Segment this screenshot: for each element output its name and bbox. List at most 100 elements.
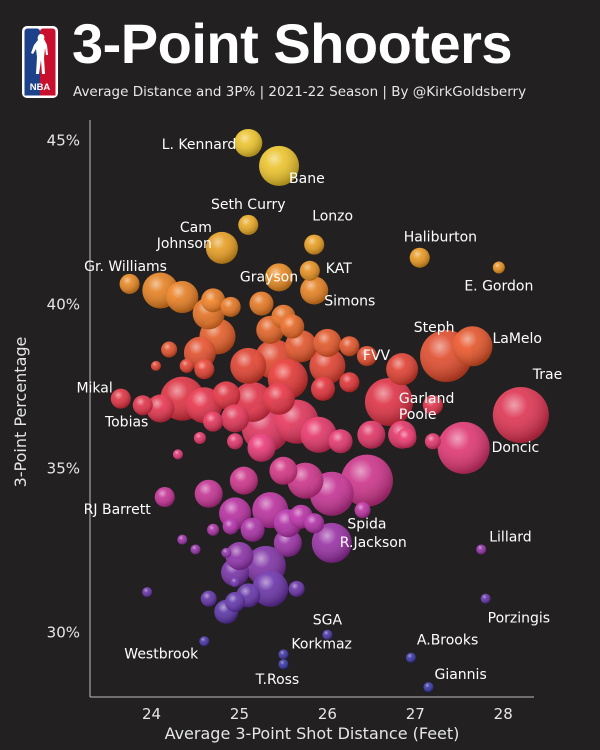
point-label: RJ Barrett (84, 502, 152, 518)
data-point (177, 534, 188, 545)
data-point (220, 296, 241, 317)
data-point-labeled (238, 214, 259, 235)
data-point-labeled (409, 247, 430, 268)
data-point (252, 570, 289, 607)
data-point-labeled (386, 353, 419, 386)
data-point (269, 456, 298, 485)
data-point (150, 360, 161, 371)
data-point (227, 433, 244, 450)
point-label: Tobias (104, 415, 148, 431)
point-label: Cam Johnson (156, 220, 212, 252)
data-point (304, 513, 325, 534)
data-point-labeled (259, 145, 300, 186)
data-point-labeled (278, 659, 289, 670)
data-point (132, 395, 153, 416)
chart-axes: 24 25 26 27 28 30% 35% 40% 45% Average 3-Point Sh… (11, 120, 534, 743)
point-label: L. Kennard (162, 137, 237, 153)
data-point (313, 328, 342, 357)
data-point (212, 381, 241, 410)
data-point (222, 518, 239, 535)
data-point-labeled (480, 593, 491, 604)
point-label: Garland Poole (399, 391, 454, 423)
point-label: Giannis (434, 667, 486, 683)
data-point (273, 528, 302, 557)
y-tick-label: 40% (47, 296, 80, 314)
data-point (221, 547, 232, 558)
point-label: SGA (313, 613, 343, 629)
data-point-labeled (476, 544, 487, 555)
data-point (201, 288, 226, 313)
data-point-labeled (304, 234, 325, 255)
data-point (229, 466, 258, 495)
data-point (356, 346, 377, 367)
data-point-labeled (423, 682, 434, 693)
y-axis-label: 3-Point Percentage (11, 337, 30, 488)
data-point (263, 382, 296, 415)
point-label: R.Jackson (340, 535, 407, 551)
point-label: Lillard (489, 529, 531, 545)
x-axis-label: Average 3-Point Shot Distance (Feet) (165, 724, 460, 743)
data-point (357, 420, 386, 449)
point-label: KAT (326, 261, 352, 277)
data-point (194, 359, 215, 380)
data-point-labeled (234, 128, 263, 157)
point-label: Lonzo (312, 209, 353, 225)
point-label: Steph (414, 320, 455, 336)
point-label: Bane (289, 171, 325, 187)
y-tick-label: 45% (47, 132, 80, 150)
x-tick-label: 25 (230, 705, 249, 723)
page-subtitle: Average Distance and 3P% | 2021-22 Seaso… (73, 84, 527, 100)
data-point (193, 432, 206, 445)
data-point-labeled (110, 388, 131, 409)
point-label: Korkmaz (291, 636, 351, 652)
point-label: Grayson (240, 269, 298, 285)
point-label: E. Gordon (464, 279, 533, 295)
data-point (194, 479, 223, 508)
point-label: Haliburton (404, 230, 477, 246)
data-point-labeled (452, 326, 493, 367)
data-point (203, 411, 224, 432)
data-point (288, 580, 305, 597)
point-label: T.Ross (255, 672, 300, 688)
data-point (190, 544, 201, 555)
point-label: Seth Curry (211, 197, 286, 213)
data-point (240, 517, 265, 542)
data-point (310, 376, 335, 401)
data-point-labeled (340, 454, 393, 507)
data-point (339, 372, 360, 393)
point-label: Simons (324, 293, 375, 309)
data-point (354, 502, 371, 519)
point-label: Doncic (492, 440, 540, 456)
data-point (207, 523, 220, 536)
data-point (230, 577, 241, 588)
data-point (424, 433, 441, 450)
data-point (200, 590, 217, 607)
y-tick-label: 35% (47, 460, 80, 478)
data-point-labeled (299, 260, 320, 281)
data-point (339, 336, 360, 357)
chart-bubbles (110, 128, 549, 693)
data-point (225, 591, 246, 612)
point-label: Porzingis (488, 611, 550, 627)
x-tick-label: 28 (494, 705, 513, 723)
data-point (221, 404, 250, 433)
data-point-labeled (311, 522, 352, 563)
point-label: Trae (532, 367, 562, 383)
point-label: Spida (347, 517, 386, 533)
point-label: A.Brooks (417, 633, 478, 649)
data-point (309, 347, 346, 384)
data-point (230, 347, 267, 384)
point-label: FVV (363, 348, 391, 364)
data-point (280, 314, 305, 339)
data-point-labeled (322, 629, 333, 640)
x-tick-label: 27 (406, 705, 425, 723)
data-point (225, 542, 254, 571)
nba-logo-text: NBA (30, 82, 51, 93)
data-point-labeled (278, 649, 289, 660)
data-point-labeled (300, 276, 329, 305)
data-point (247, 433, 276, 462)
data-point (142, 587, 153, 598)
data-point-labeled (205, 231, 238, 264)
data-point-labeled (146, 394, 175, 423)
